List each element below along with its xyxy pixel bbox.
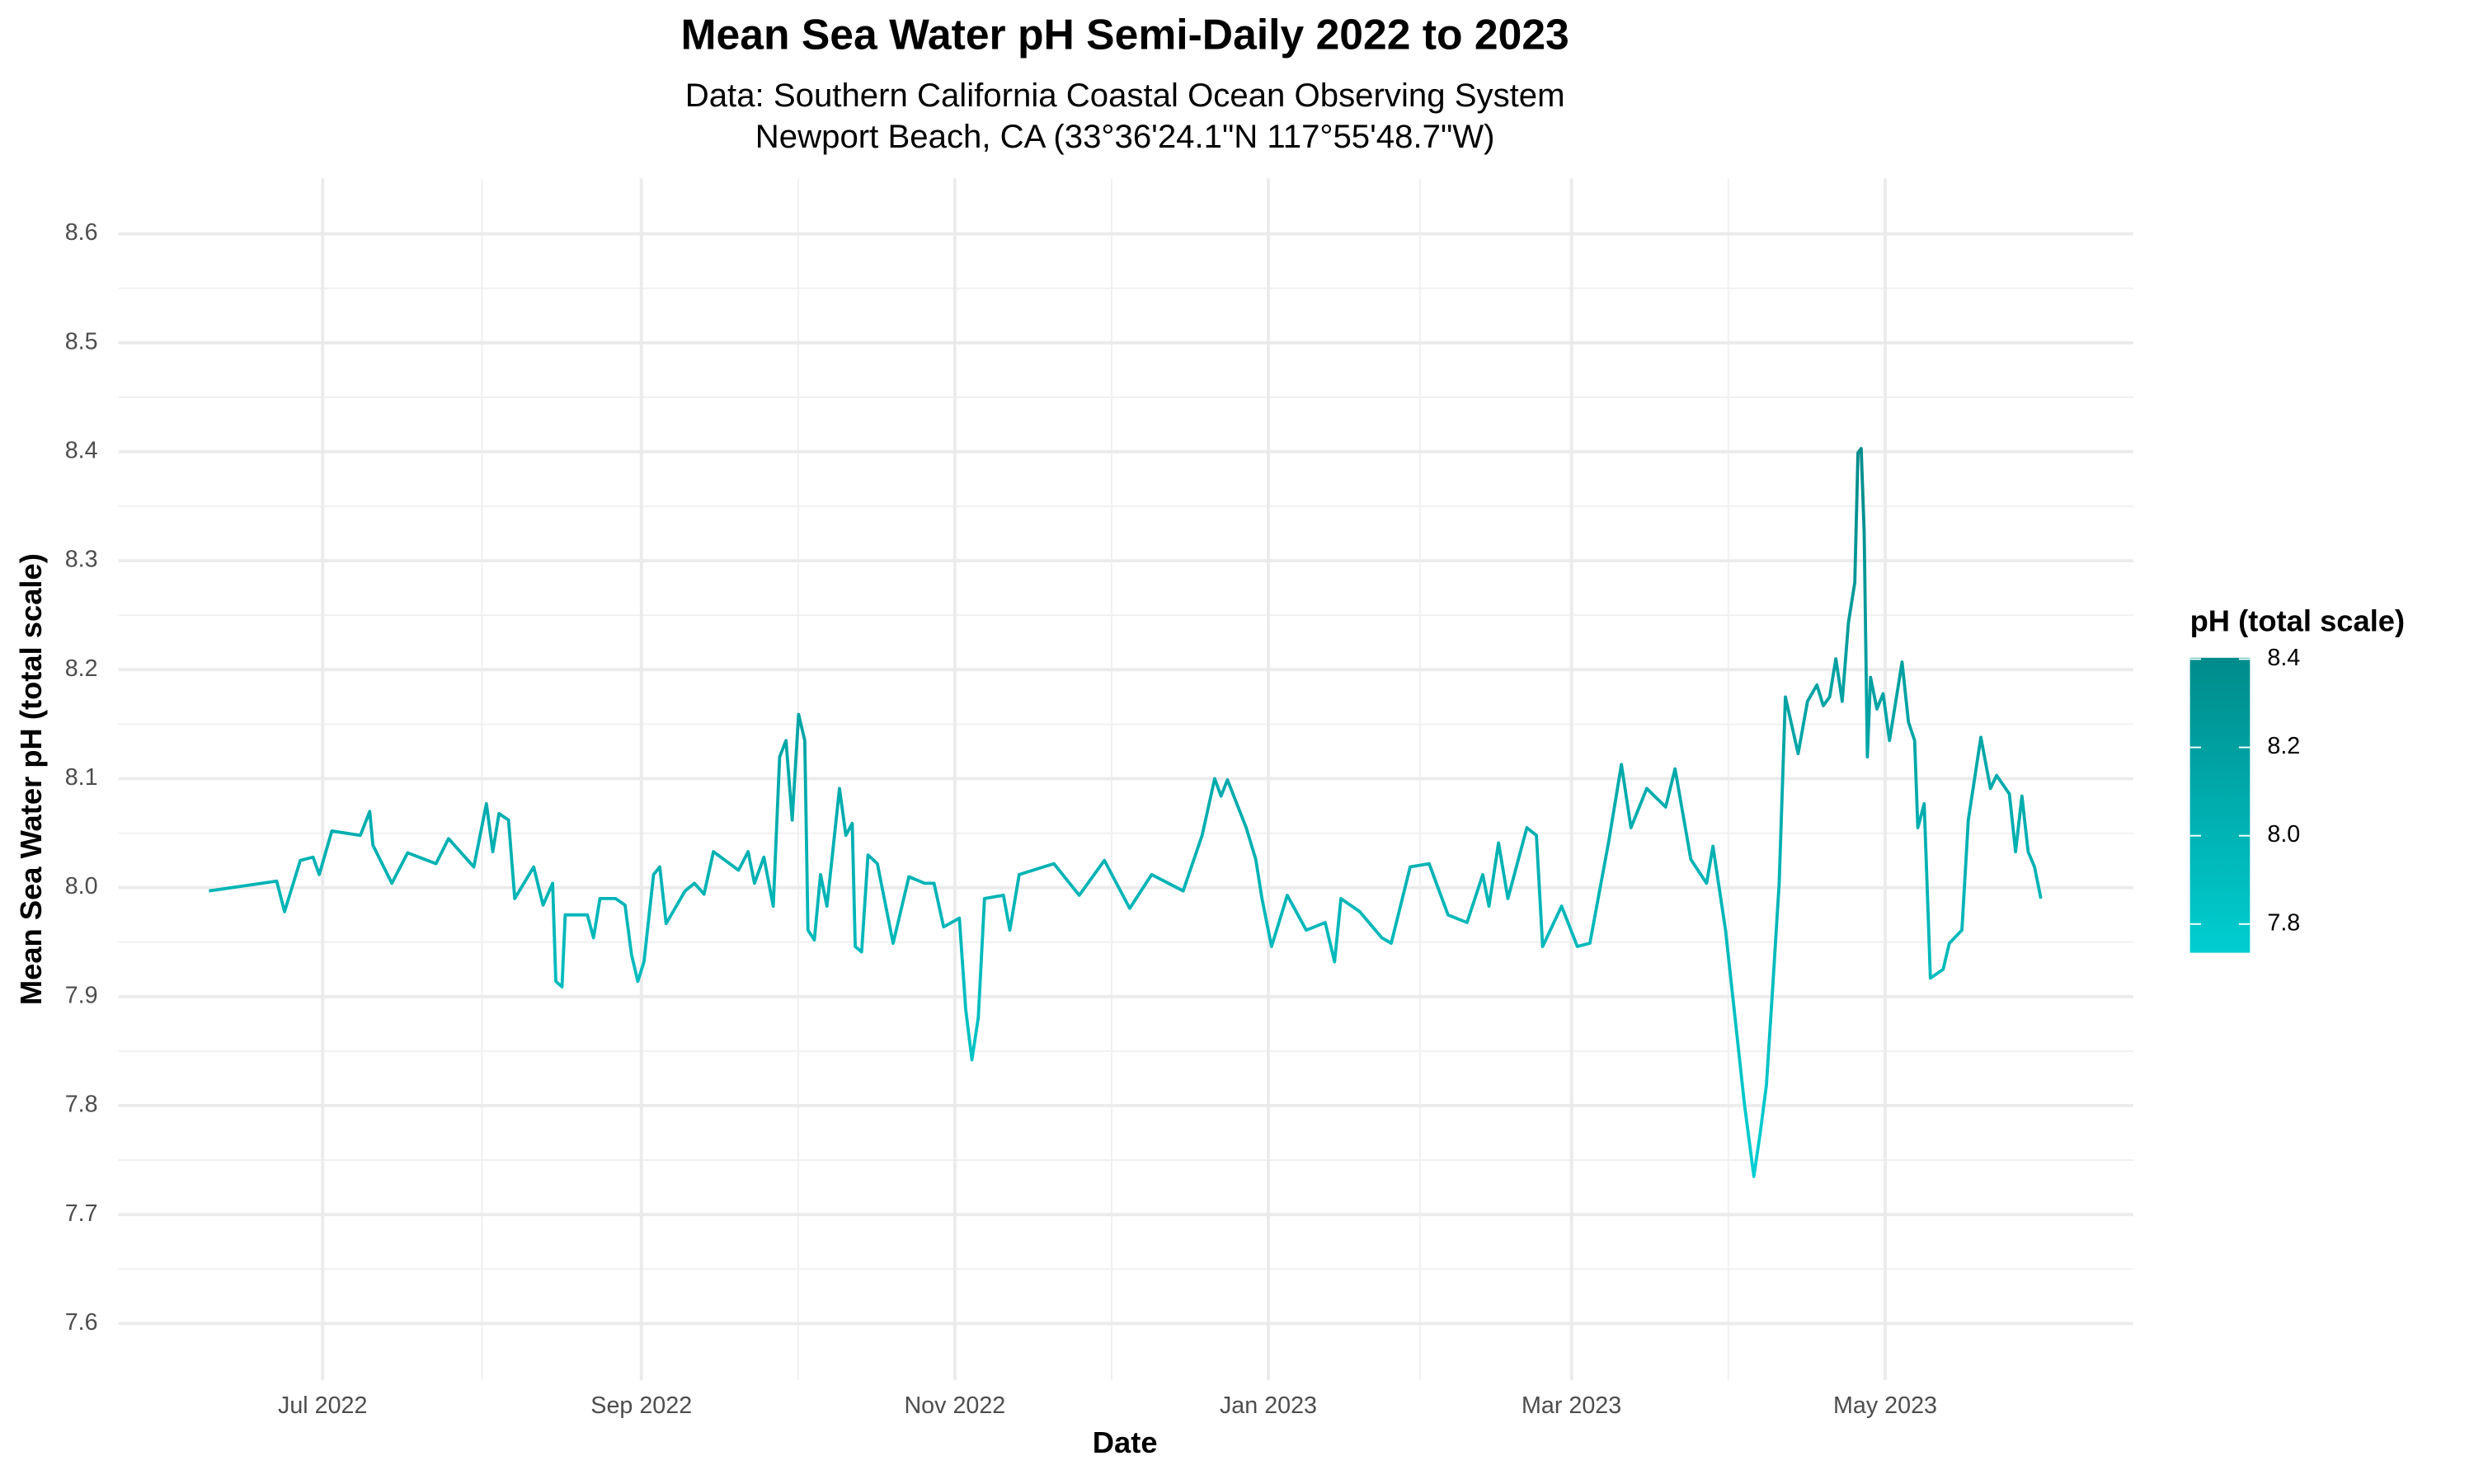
y-tick-label: 8.1 <box>65 764 98 791</box>
colorbar <box>2189 657 2251 953</box>
x-tick-label: Mar 2023 <box>1522 1392 1621 1419</box>
x-tick-label: May 2023 <box>1833 1392 1937 1419</box>
legend: 7.8 8.0 8.2 8.4 <box>2189 645 2300 953</box>
data-line <box>209 447 2043 1178</box>
y-tick-label: 7.8 <box>65 1092 98 1118</box>
y-tick-label: 8.4 <box>65 438 98 464</box>
colorbar-label: 7.8 <box>2267 909 2300 936</box>
x-axis-label: Date <box>1093 1425 1158 1459</box>
x-tick-label: Jul 2022 <box>278 1392 367 1419</box>
x-tick-label: Nov 2022 <box>904 1392 1005 1419</box>
y-tick-label: 8.6 <box>65 219 98 246</box>
chart-title: Mean Sea Water pH Semi-Daily 2022 to 202… <box>681 11 1569 59</box>
y-tick-label: 8.0 <box>65 873 98 899</box>
y-tick-label: 7.9 <box>65 982 98 1008</box>
colorbar-label: 8.4 <box>2267 645 2300 671</box>
chart-subtitle: Newport Beach, CA (33°36'24.1"N 117°55'4… <box>755 118 1495 155</box>
y-tick-label: 8.5 <box>65 328 98 355</box>
colorbar-label: 8.2 <box>2267 733 2300 759</box>
x-tick-label: Sep 2022 <box>590 1392 692 1419</box>
x-tick-label: Jan 2023 <box>1220 1392 1317 1419</box>
y-axis-label: Mean Sea Water pH (total scale) <box>14 553 48 1005</box>
y-tick-label: 8.2 <box>65 655 98 682</box>
legend-title: pH (total scale) <box>2190 603 2406 637</box>
grid: 7.6 7.7 7.8 7.9 8.0 8.1 8.2 8.3 8.4 8.5 8.6 Jul 202… <box>65 178 2133 1419</box>
plot-area <box>209 447 2043 1178</box>
y-tick-label: 7.7 <box>65 1200 98 1227</box>
colorbar-label: 8.0 <box>2267 821 2300 848</box>
y-tick-label: 8.3 <box>65 547 98 573</box>
chart-subtitle: Data: Southern California Coastal Ocean … <box>685 77 1565 114</box>
y-tick-label: 7.6 <box>65 1309 98 1336</box>
